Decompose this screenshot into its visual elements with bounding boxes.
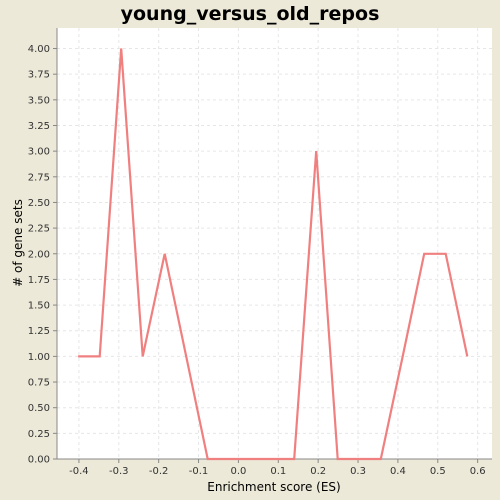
y-tick-label: 0.00 [28, 455, 50, 466]
y-tick-label: 4.00 [28, 44, 50, 55]
x-tick-label: 0.6 [470, 466, 486, 477]
y-tick-label: 3.00 [28, 147, 50, 158]
x-tick-label: 0.3 [350, 466, 366, 477]
y-tick-label: 0.25 [28, 429, 50, 440]
y-tick-label: 0.75 [28, 378, 50, 389]
y-tick-label: 3.50 [28, 95, 50, 106]
x-tick-label: -0.4 [69, 466, 89, 477]
y-tick-label: 3.75 [28, 70, 50, 81]
x-axis-label: Enrichment score (ES) [207, 480, 340, 494]
x-tick-label: 0.2 [310, 466, 326, 477]
series-line [78, 48, 469, 461]
y-tick-label: 1.75 [28, 275, 50, 286]
y-tick-label: 2.25 [28, 224, 50, 235]
x-tick-label: 0.5 [430, 466, 446, 477]
y-tick-label: 2.50 [28, 198, 50, 209]
y-tick-label: 3.25 [28, 121, 50, 132]
y-tick-label: 2.75 [28, 172, 50, 183]
x-tick-label: 0.0 [230, 466, 246, 477]
y-tick-label: 1.25 [28, 326, 50, 337]
x-tick-label: 0.1 [270, 466, 286, 477]
y-axis-label: # of gene sets [11, 199, 25, 287]
chart-title: young_versus_old_repos [121, 3, 380, 25]
x-tick-label: 0.4 [390, 466, 406, 477]
x-tick-label: -0.3 [109, 466, 129, 477]
series-layer [78, 48, 469, 461]
x-tick-label: -0.1 [189, 466, 209, 477]
y-tick-label: 1.50 [28, 301, 50, 312]
x-tick-label: -0.2 [149, 466, 169, 477]
y-tick-label: 2.00 [28, 249, 50, 260]
y-tick-label: 1.00 [28, 352, 50, 363]
tick-labels: -0.4 -0.3 -0.2 -0.1 0.0 0.1 0.2 0.3 0.4 0.5 0.6 0.0… [28, 44, 486, 477]
plot-area [57, 28, 492, 459]
y-tick-label: 0.50 [28, 403, 50, 414]
